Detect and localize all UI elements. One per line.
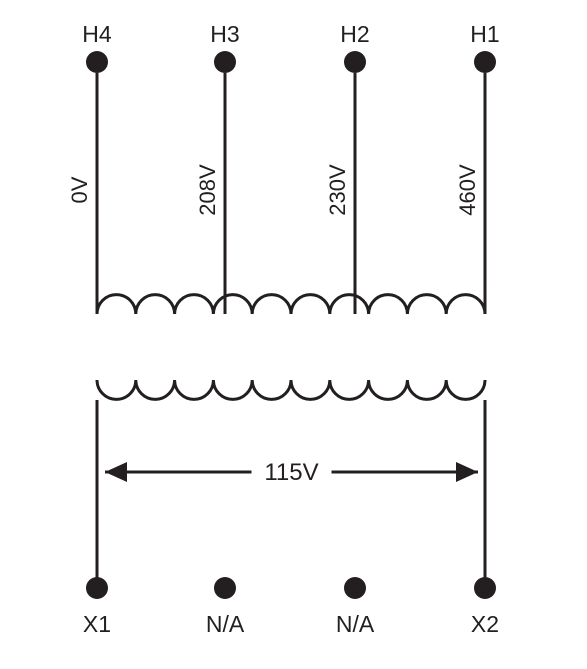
secondary-arrowhead-left: [105, 462, 127, 482]
secondary-terminal-label-x2: X2: [471, 611, 499, 637]
primary-terminal-label-h2: H2: [340, 21, 369, 47]
secondary-terminal-dot-x1: [86, 577, 108, 599]
primary-terminal-dot-h2: [344, 51, 366, 73]
secondary-terminal-dot-x2: [474, 577, 496, 599]
secondary-terminal-label-na: N/A: [206, 611, 245, 637]
primary-terminal-label-h4: H4: [82, 21, 112, 47]
primary-voltage-h3: 208V: [195, 164, 220, 216]
primary-voltage-h4: 0V: [67, 176, 92, 203]
primary-terminal-label-h1: H1: [470, 21, 499, 47]
primary-terminal-label-h3: H3: [210, 21, 239, 47]
secondary-terminal-label-x1: X1: [83, 611, 111, 637]
primary-voltage-h2: 230V: [325, 164, 350, 216]
primary-terminal-dot-h3: [214, 51, 236, 73]
primary-coil: [97, 295, 485, 314]
primary-terminal-dot-h4: [86, 51, 108, 73]
secondary-terminal-dot-na: [214, 577, 236, 599]
primary-terminal-dot-h1: [474, 51, 496, 73]
secondary-terminal-label-na: N/A: [336, 611, 375, 637]
secondary-coil: [97, 380, 485, 399]
secondary-terminal-dot-na: [344, 577, 366, 599]
secondary-arrowhead-right: [456, 462, 478, 482]
primary-voltage-h1: 460V: [455, 164, 480, 216]
transformer-wiring-diagram: H4 0V H3 208V H2 230V H1 460V X1 N/A N/A X2 115V: [0, 0, 587, 669]
secondary-voltage-label: 115V: [264, 459, 318, 486]
